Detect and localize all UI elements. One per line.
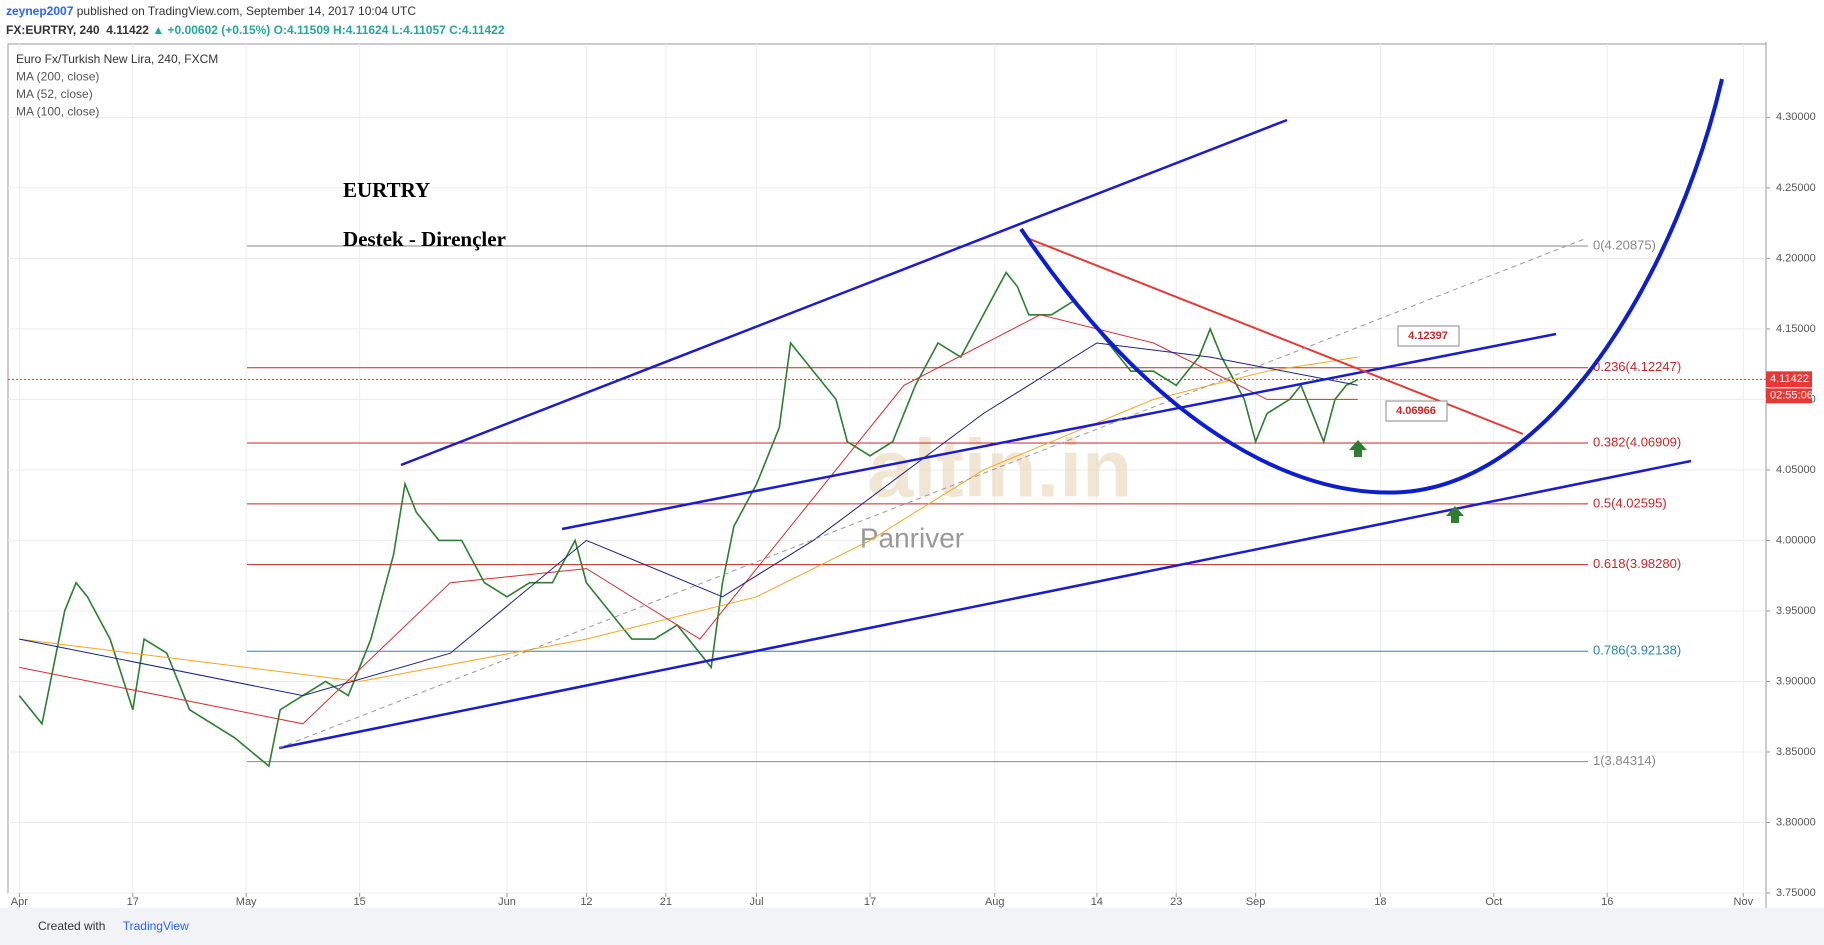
x-tick-label: 17 — [864, 896, 876, 908]
price-box-label: 4.12397 — [1408, 330, 1448, 342]
y-tick-label: 3.75000 — [1776, 887, 1816, 899]
price-box — [1385, 400, 1448, 422]
y-tick-label: 4.00000 — [1776, 534, 1816, 546]
x-tick-label: Jun — [498, 896, 516, 908]
watermark: altin.in — [868, 424, 1132, 515]
x-tick-label: 23 — [1170, 896, 1182, 908]
x-tick-label: Oct — [1485, 896, 1502, 908]
brand[interactable]: TradingView — [122, 919, 189, 933]
drawings — [278, 78, 1724, 750]
ma-line — [19, 342, 1358, 697]
legend-entry: MA (52, close) — [16, 87, 93, 101]
trend-line — [561, 332, 1557, 531]
x-tick-label: 18 — [1374, 896, 1386, 908]
symbol: FX:EURTRY, 240 — [6, 23, 100, 37]
footer: Created with TradingView — [0, 908, 1824, 945]
x-tick-label: 12 — [580, 896, 592, 908]
fib-label: 0.236(4.12247) — [1593, 359, 1681, 374]
arc-drawing — [1019, 78, 1724, 495]
y-tick-label: 4.20000 — [1776, 252, 1816, 264]
fib-label: 0.618(3.98280) — [1593, 556, 1681, 571]
legend-entry: MA (200, close) — [16, 70, 99, 84]
legend-entry: Euro Fx/Turkish New Lira, 240, FXCM — [16, 52, 218, 66]
x-tick-label: May — [236, 896, 257, 908]
y-tick-label: 4.30000 — [1776, 111, 1816, 123]
fib-label: 0.786(3.92138) — [1593, 643, 1681, 658]
x-tick-label: Jul — [750, 896, 764, 908]
x-tick-label: Apr — [11, 896, 28, 908]
ma-line — [19, 314, 1358, 725]
author[interactable]: zeynep2007 — [6, 4, 74, 18]
y-tick-label: 4.05000 — [1776, 464, 1816, 476]
x-tick-label: 17 — [127, 896, 139, 908]
y-tick-label: 4.25000 — [1776, 182, 1816, 194]
arrow — [1349, 440, 1464, 523]
published: published on TradingView.com, September … — [76, 4, 417, 18]
price-box-label: 4.06966 — [1396, 405, 1436, 417]
chart: 3.75000 3.80000 3.85000 3.90000 3.95000 4.000… — [7, 42, 1816, 908]
last: 4.11422 — [106, 23, 149, 37]
y-tick-label: 3.90000 — [1776, 675, 1816, 687]
price-line — [18, 271, 1359, 768]
countdown: 02:55:06 — [1770, 390, 1813, 402]
price-box — [1397, 325, 1460, 347]
trend-line — [400, 118, 1288, 467]
y-tick-label: 3.85000 — [1776, 746, 1816, 758]
open: O:4.11509 — [273, 23, 330, 37]
x-tick-label: 15 — [353, 896, 365, 908]
x-tick-label: 16 — [1601, 896, 1613, 908]
y-tick-label: 3.95000 — [1776, 605, 1816, 617]
x-tick-label: Sep — [1246, 896, 1266, 908]
x-tick-label: Nov — [1734, 896, 1754, 908]
x-tick-label: Aug — [985, 896, 1005, 908]
change-value: +0.00602 (+0.15%) — [167, 23, 271, 37]
change: ▲ +0.00602 (+0.15%) — [152, 23, 271, 37]
x-tick-label: 14 — [1091, 896, 1103, 908]
y-tick-label: 4.15000 — [1776, 323, 1816, 335]
high: H:4.11624 — [333, 23, 389, 37]
close: C:4.11422 — [449, 23, 505, 37]
low: L:4.11057 — [391, 23, 446, 37]
annotation-title: EURTRY — [343, 178, 430, 202]
fib-label: 1(3.84314) — [1593, 753, 1656, 768]
x-tick-label: 21 — [660, 896, 672, 908]
y-tick-label: 3.80000 — [1776, 816, 1816, 828]
fib-label: 0(4.20875) — [1593, 237, 1656, 252]
last-price-tag — [1766, 371, 1812, 388]
created: Created with — [38, 919, 106, 933]
last-price-label: 4.11422 — [1770, 373, 1809, 385]
watermark-2: Panriver — [860, 522, 964, 553]
fib-label: 0.382(4.06909) — [1593, 434, 1681, 449]
annotation-subtitle: Destek - Dirençler — [343, 227, 506, 251]
header: zeynep2007 published on TradingView.com,… — [0, 0, 1824, 42]
countdown-tag — [1766, 388, 1812, 404]
fib-label: 0.5(4.02595) — [1593, 495, 1667, 510]
ma-line — [19, 356, 1358, 683]
legend-entry: MA (100, close) — [16, 105, 99, 119]
